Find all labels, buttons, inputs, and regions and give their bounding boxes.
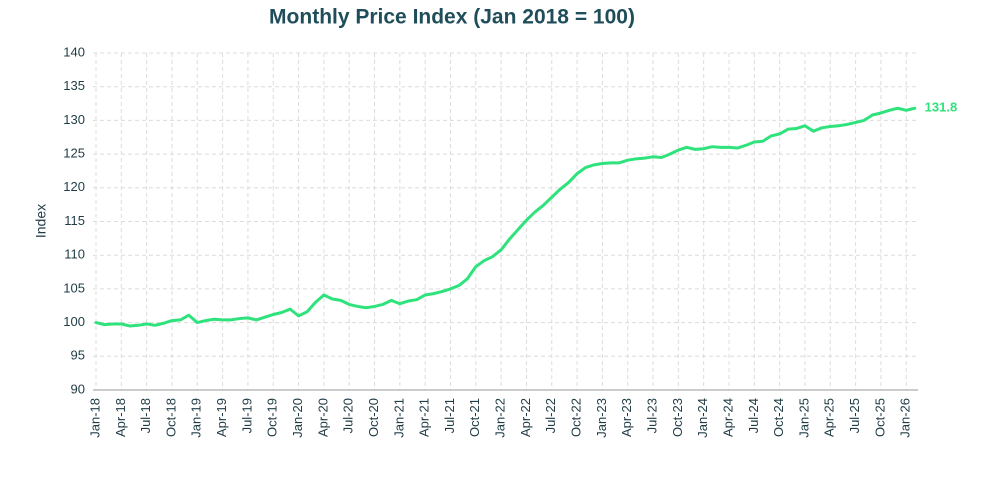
x-tick-label: Apr-18 <box>113 398 128 437</box>
x-tick-label: Jul-24 <box>746 398 761 433</box>
x-tick-label: Apr-25 <box>822 398 837 437</box>
y-tick-label: 135 <box>63 78 85 93</box>
line <box>94 106 917 328</box>
x-tick-label: Jan-26 <box>898 398 913 438</box>
x-tick-label: Jul-22 <box>543 398 558 433</box>
x-tick-label: Jan-19 <box>189 398 204 438</box>
x-tick-label: Jan-22 <box>493 398 508 438</box>
y-tick-label: 115 <box>64 213 85 228</box>
x-tick-label: Oct-20 <box>366 398 381 437</box>
x-tick-label: Apr-23 <box>619 398 634 437</box>
x-tick-label: Jan-18 <box>87 398 102 438</box>
y-tick-label: 140 <box>63 44 85 59</box>
y-tick-label: 110 <box>64 247 85 262</box>
x-tick-label: Oct-21 <box>467 398 482 437</box>
y-axis-label: Index <box>33 204 49 238</box>
x-tick-label: Oct-22 <box>569 398 584 437</box>
y-tick-label: 130 <box>63 112 85 127</box>
x-tick-label: Apr-20 <box>315 398 330 437</box>
x-tick-label: Jan-21 <box>391 398 406 438</box>
y-tick-label: 100 <box>63 314 85 329</box>
y-tick-label: 125 <box>63 146 85 161</box>
x-tick-label: Oct-25 <box>872 398 887 437</box>
x-tick-label: Jan-25 <box>796 398 811 438</box>
y-tick-label: 90 <box>71 381 85 396</box>
x-tick-label: Jul-23 <box>644 398 659 433</box>
x-tick-label: Apr-22 <box>518 398 533 437</box>
x-tick-label: Jul-20 <box>341 398 356 433</box>
x-tick-label: Oct-19 <box>265 398 280 437</box>
x-tick-label: Apr-24 <box>720 398 735 437</box>
x-tick-label: Jul-25 <box>847 398 862 433</box>
x-tick-label: Jan-20 <box>290 398 305 438</box>
x-tick-label: Apr-19 <box>214 398 229 437</box>
x-tick-label: Jul-19 <box>239 398 254 433</box>
x-tick-label: Jul-18 <box>138 398 153 433</box>
y-tick-label: 120 <box>63 179 85 194</box>
x-tick-label: Jan-23 <box>594 398 609 438</box>
x-tick-label: Oct-23 <box>670 398 685 437</box>
x-tick-label: Oct-24 <box>771 398 786 437</box>
y-tick-label: 105 <box>63 280 85 295</box>
end-value-label: 131.8 <box>925 100 958 115</box>
x-tick-label: Oct-18 <box>163 398 178 437</box>
x-tick-label: Jan-24 <box>695 398 710 438</box>
chart-title: Monthly Price Index (Jan 2018 = 100) <box>269 6 635 29</box>
x-tick-label: Jul-21 <box>442 398 457 433</box>
y-tick-label: 95 <box>71 348 85 363</box>
x-tick-label: Apr-21 <box>417 398 432 437</box>
